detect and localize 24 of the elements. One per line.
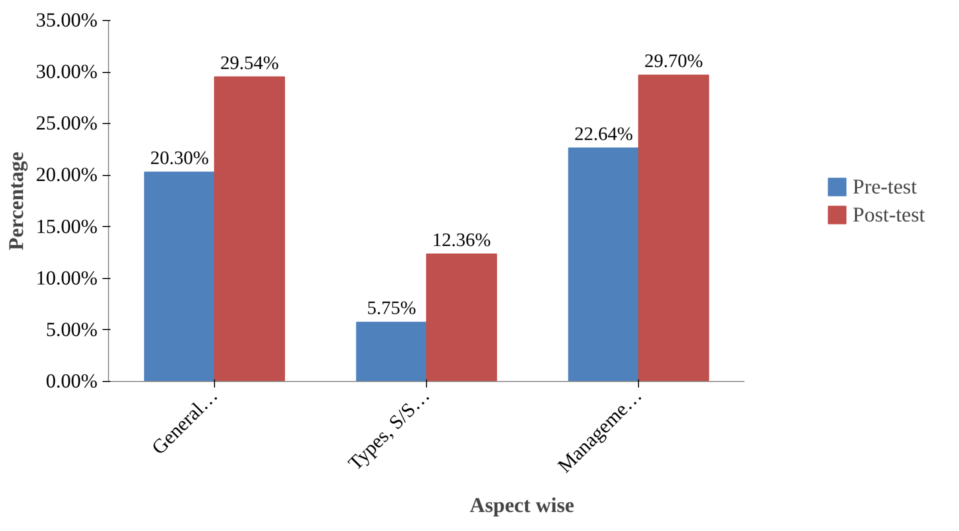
bar: [214, 76, 286, 382]
y-axis-title: Percentage: [4, 152, 28, 250]
legend-label: Post-test: [852, 202, 925, 227]
data-label: 22.64%: [574, 124, 634, 145]
data-label: 29.70%: [644, 51, 704, 72]
y-tick-label: 0.00%: [46, 370, 98, 392]
data-label: 5.75%: [367, 298, 416, 320]
y-tick-label: 20.00%: [36, 164, 98, 186]
bar: [568, 147, 640, 382]
y-tick-label: 15.00%: [36, 216, 98, 238]
y-tick-label: 35.00%: [36, 10, 98, 32]
bar: [638, 74, 710, 382]
y-tick-label: 25.00%: [36, 112, 98, 135]
data-label: 20.30%: [150, 148, 209, 170]
legend-label: Pre-test: [852, 174, 917, 199]
data-label: 12.36%: [432, 230, 492, 252]
x-axis-title: Aspect wise: [470, 493, 574, 518]
bar: [426, 254, 498, 382]
y-tick-label: 5.00%: [46, 318, 98, 341]
data-label: 29.54%: [220, 52, 279, 74]
y-tick-label: 30.00%: [36, 61, 98, 84]
bar: [144, 172, 216, 382]
y-tick-label: 10.00%: [36, 267, 98, 290]
bar: [356, 322, 428, 382]
